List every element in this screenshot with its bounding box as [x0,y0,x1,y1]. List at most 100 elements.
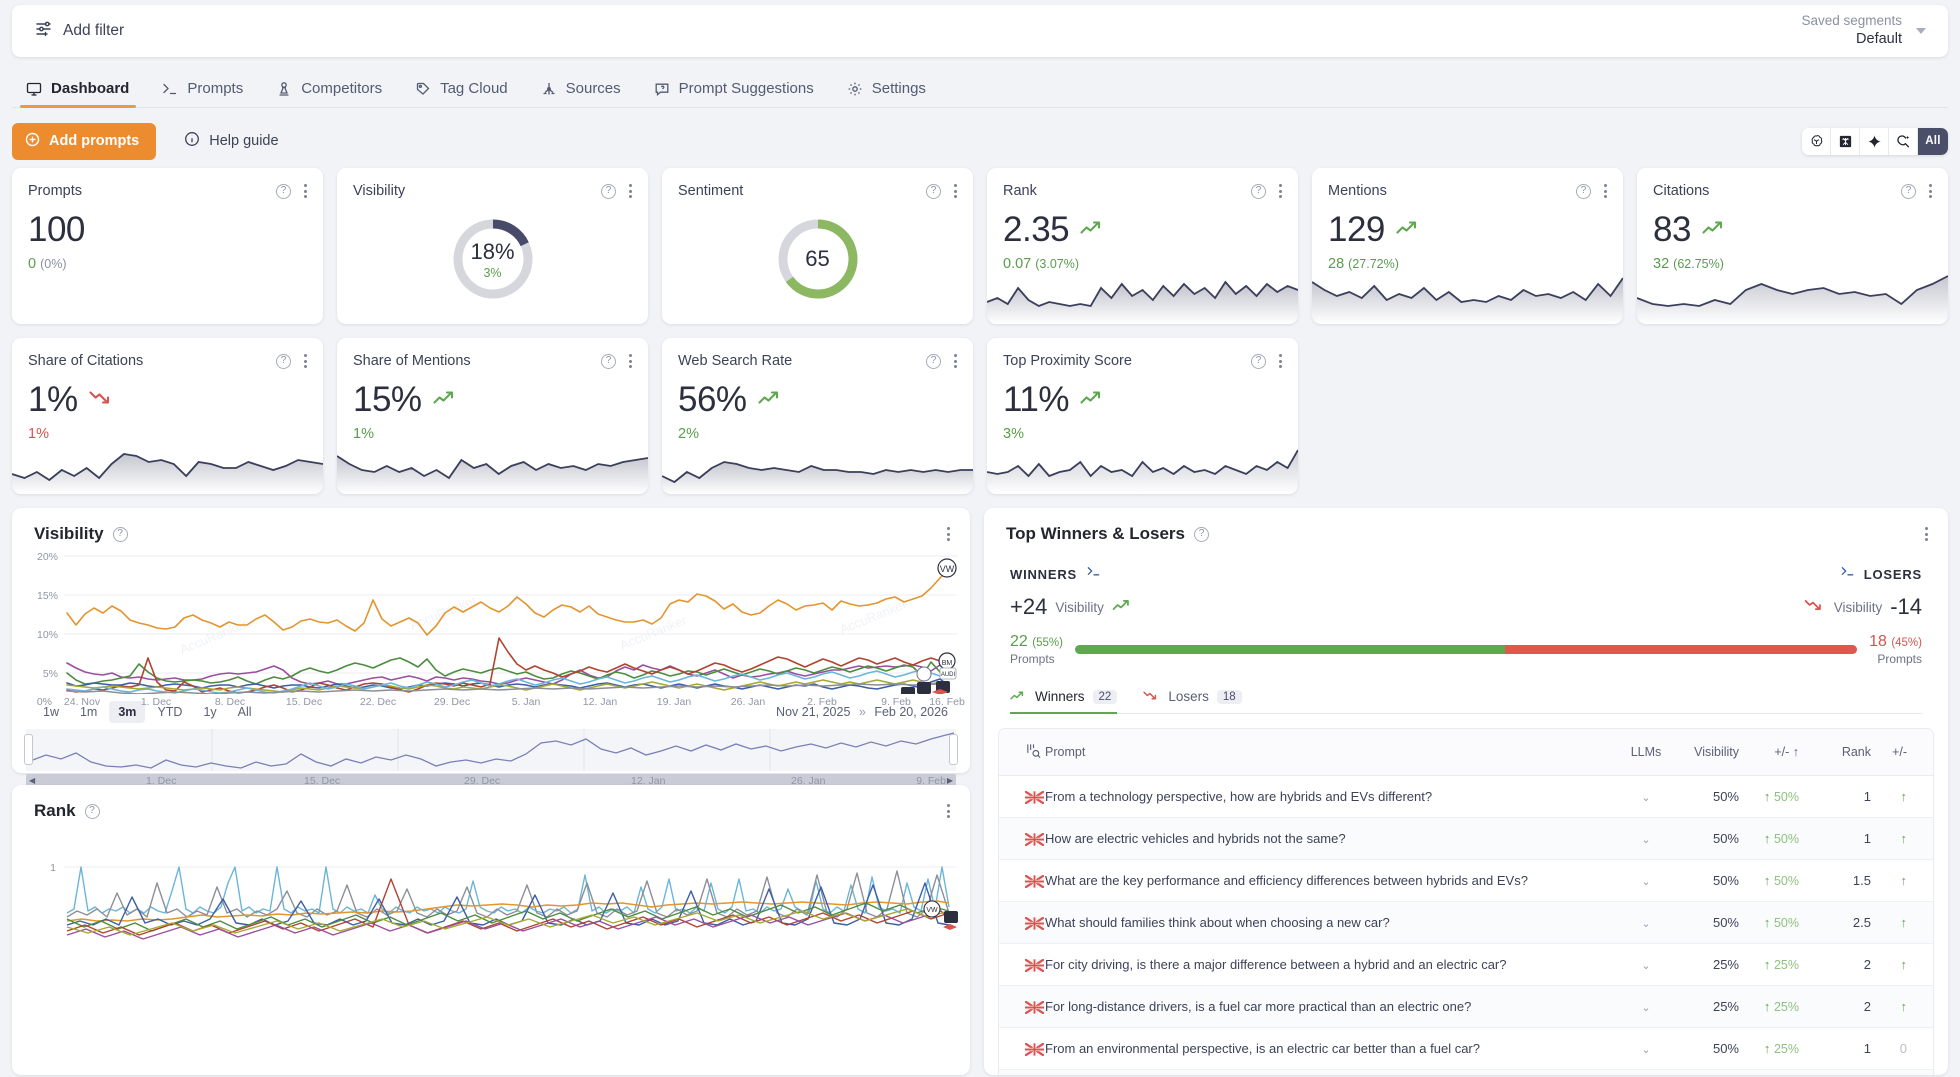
help-icon[interactable]: ? [1901,183,1916,199]
winners-losers-bar: 22 (55%) Prompts 18 (45%) Prompts [984,620,1948,667]
kpi-card-visibility[interactable]: Visibility ? 18% 3% [337,168,648,324]
table-row[interactable]: How do I decide between an electric and … [999,1069,1933,1075]
help-icon[interactable]: ? [601,183,616,199]
kpi-card-web-search-rate[interactable]: Web Search Rate ? 56% 2% [662,338,973,494]
help-icon[interactable]: ? [112,526,128,542]
help-icon[interactable]: ? [1576,183,1591,199]
table-row[interactable]: From a technology perspective, how are h… [999,775,1933,819]
range-all[interactable]: All [237,705,252,719]
kpi-card-share-of-citations[interactable]: Share of Citations ? 1% 1% [12,338,323,494]
help-icon[interactable]: ? [1251,183,1266,199]
row-llms-toggle[interactable]: ⌄ [1613,1027,1679,1071]
saved-segments-select[interactable]: Saved segments Default [1801,12,1926,50]
kpi-value: 2.35 [1003,210,1070,249]
row-llms-toggle[interactable]: ⌄ [1613,775,1679,819]
column-rank-delta[interactable]: +/- [1871,729,1933,776]
row-llms-toggle[interactable]: ⌄ [1613,817,1679,861]
range-3m[interactable]: 3m [109,701,146,723]
table-row[interactable]: From an environmental perspective, is an… [999,1027,1933,1071]
row-visibility: 50% [1679,1027,1739,1071]
help-icon[interactable]: ? [926,353,941,369]
winners-visibility-label: Visibility [1055,599,1104,615]
tab-winners[interactable]: Winners 22 [1010,689,1118,714]
gb-flag-icon [999,901,1045,945]
row-llms-toggle[interactable]: ⌄ [1613,1069,1679,1075]
kebab-menu-icon[interactable] [627,182,634,200]
tab-competitors[interactable]: Competitors [262,80,401,107]
row-llms-toggle[interactable]: ⌄ [1613,859,1679,903]
kpi-card-citations[interactable]: Citations ? 83 32 (62.75%) [1637,168,1948,324]
kebab-menu-icon[interactable] [1277,352,1284,370]
losers-visibility-value: -14 [1890,594,1922,619]
column-search-icon[interactable] [999,729,1045,776]
column-visibility-delta[interactable]: +/- ↑ [1739,729,1813,776]
kebab-menu-icon[interactable] [1927,182,1934,200]
help-icon[interactable]: ? [926,183,941,199]
tab-sources[interactable]: Sources [527,80,640,107]
gemini-sparkle-icon[interactable] [1860,127,1889,155]
perplexity-icon[interactable] [1831,127,1860,155]
chart-navigator[interactable]: ◀ ▶ 1. Dec 15. Dec 29. Dec 12. Jan 26. J… [24,729,958,787]
help-icon[interactable]: ? [276,183,291,199]
kebab-menu-icon[interactable] [945,802,952,820]
help-icon[interactable]: ? [276,353,291,369]
column-rank[interactable]: Rank [1813,729,1871,776]
kebab-menu-icon[interactable] [302,352,309,370]
column-llms[interactable]: LLMs [1613,729,1679,776]
help-icon[interactable]: ? [1251,353,1266,369]
tab-settings[interactable]: Settings [833,80,945,107]
table-row[interactable]: For long-distance drivers, is a fuel car… [999,985,1933,1029]
table-row[interactable]: What are the key performance and efficie… [999,859,1933,903]
all-llms-button[interactable]: All [1918,127,1948,155]
kpi-title: Prompts [28,183,82,199]
date-range-display[interactable]: Nov 21, 2025 » Feb 20, 2026 [776,705,948,719]
winners-losers-captions: WINNERS LOSERS [984,544,1948,584]
navigator-scrollbar[interactable]: ◀ ▶ [26,774,956,787]
help-guide-button[interactable]: Help guide [184,131,279,151]
kpi-card-top-proximity-score[interactable]: Top Proximity Score ? 11% 3% [987,338,1298,494]
kebab-menu-icon[interactable] [952,352,959,370]
range-1m[interactable]: 1m [79,705,98,719]
navigator-handle-right[interactable] [949,734,958,765]
tab-prompt-suggestions[interactable]: Prompt Suggestions [640,80,833,107]
table-row[interactable]: For city driving, is there a major diffe… [999,943,1933,987]
range-ytd[interactable]: YTD [157,705,183,719]
table-row[interactable]: What should families think about when ch… [999,901,1933,945]
kebab-menu-icon[interactable] [1923,525,1930,543]
sparkline-rank [987,262,1298,324]
kpi-card-prompts[interactable]: Prompts ? 100 0 (0%) [12,168,323,324]
help-icon[interactable]: ? [601,353,616,369]
table-row[interactable]: How are electric vehicles and hybrids no… [999,817,1933,861]
kebab-menu-icon[interactable] [1602,182,1609,200]
tab-prompts[interactable]: Prompts [148,80,262,107]
kpi-card-sentiment[interactable]: Sentiment ? 65 [662,168,973,324]
row-llms-toggle[interactable]: ⌄ [1613,985,1679,1029]
help-icon[interactable]: ? [84,803,100,819]
add-prompts-button[interactable]: Add prompts [12,122,157,160]
kebab-menu-icon[interactable] [952,182,959,200]
add-filter-button[interactable]: Add filter [34,19,124,43]
tab-tag-cloud[interactable]: Tag Cloud [401,80,527,107]
kpi-card-mentions[interactable]: Mentions ? 129 28 (27.72%) [1312,168,1623,324]
row-llms-toggle[interactable]: ⌄ [1613,943,1679,987]
navigator-scroll-right-icon[interactable]: ▶ [946,776,953,785]
openai-icon[interactable] [1802,127,1831,155]
kpi-card-rank[interactable]: Rank ? 2.35 0.07 (3.07%) [987,168,1298,324]
help-icon[interactable]: ? [1194,526,1209,542]
kebab-menu-icon[interactable] [945,525,952,543]
column-prompt[interactable]: Prompt [1045,729,1613,776]
kebab-menu-icon[interactable] [302,182,309,200]
google-ai-overview-icon[interactable] [1889,127,1918,155]
kebab-menu-icon[interactable] [627,352,634,370]
navigator-handle-left[interactable] [24,734,33,765]
row-llms-toggle[interactable]: ⌄ [1613,901,1679,945]
range-1w[interactable]: 1w [43,705,59,719]
losers-visibility-label: Visibility [1833,599,1883,615]
tab-dashboard[interactable]: Dashboard [12,80,148,108]
tab-losers[interactable]: Losers 18 [1143,689,1242,713]
range-1y[interactable]: 1y [203,705,217,719]
kebab-menu-icon[interactable] [1277,182,1284,200]
navigator-scroll-left-icon[interactable]: ◀ [29,776,36,785]
column-visibility[interactable]: Visibility [1679,729,1739,776]
kpi-card-share-of-mentions[interactable]: Share of Mentions ? 15% 1% [337,338,648,494]
